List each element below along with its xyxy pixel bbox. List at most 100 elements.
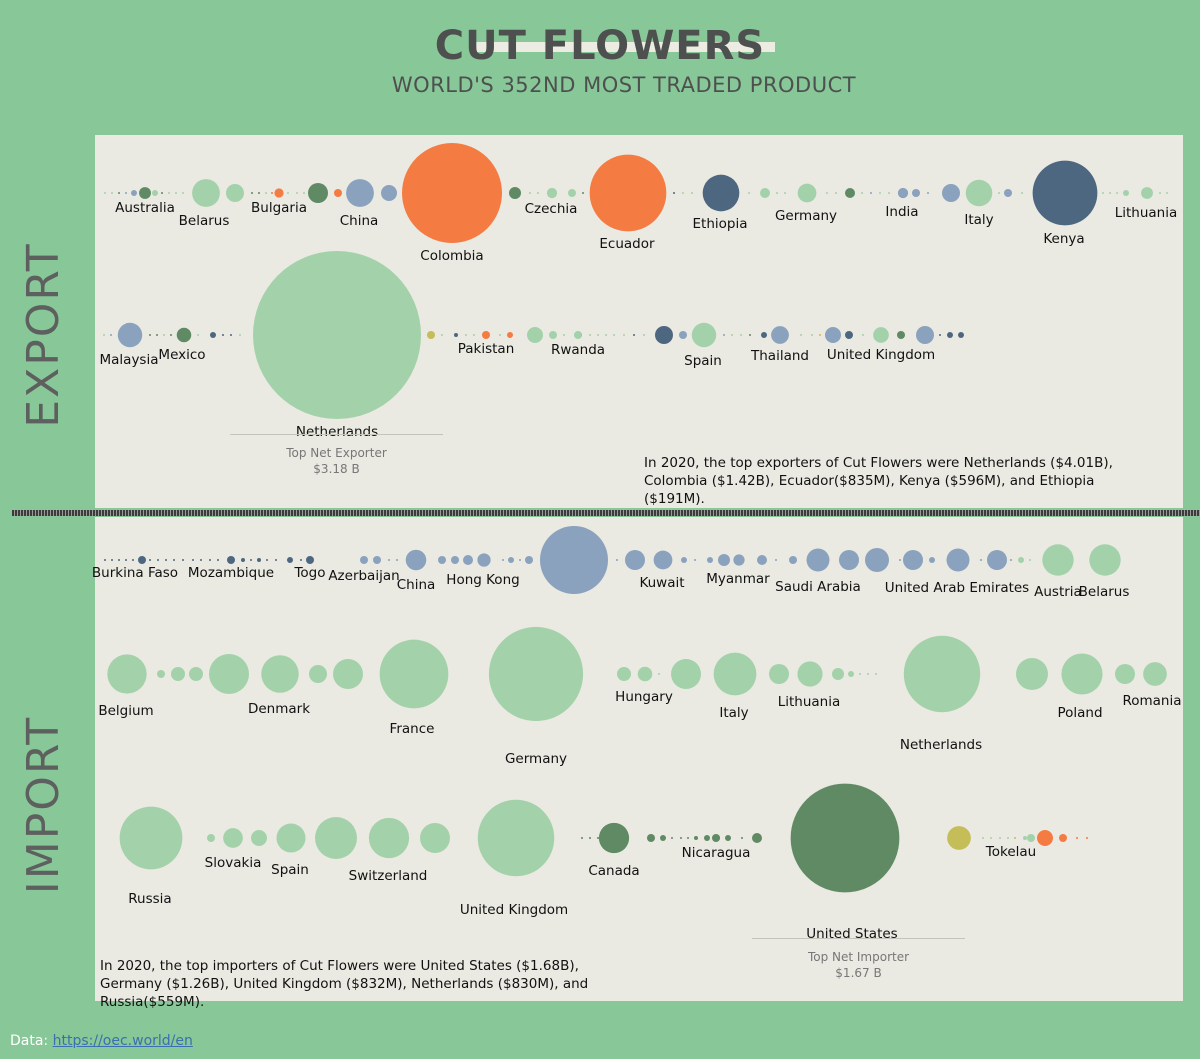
top-net-importer-value: $1.67 B	[835, 966, 882, 980]
import-bubble-belarus	[1089, 544, 1121, 576]
title-wrap: CUT FLOWERS	[0, 22, 1200, 70]
minor-country-dot	[463, 555, 473, 565]
minor-country-dot	[903, 550, 923, 570]
minor-country-dot	[568, 189, 576, 197]
minor-country-dot	[287, 192, 289, 194]
minor-country-dot	[308, 183, 328, 203]
minor-country-dot	[157, 670, 165, 678]
minor-country-dot	[704, 835, 710, 841]
export-label-netherlands: Netherlands	[296, 424, 378, 440]
export-label-spain: Spain	[684, 353, 722, 369]
import-bubble-poland	[1061, 653, 1103, 695]
minor-country-dot	[776, 192, 778, 194]
import-label-germany: Germany	[505, 751, 567, 767]
minor-country-dot	[682, 192, 684, 194]
minor-country-dot	[210, 332, 216, 338]
minor-country-dot	[420, 823, 450, 853]
minor-country-dot	[589, 334, 591, 336]
import-label-kuwait: Kuwait	[639, 575, 684, 591]
minor-country-dot	[655, 326, 673, 344]
minor-country-dot	[897, 331, 905, 339]
import-label-poland: Poland	[1057, 705, 1102, 721]
minor-country-dot	[582, 192, 584, 194]
minor-country-dot	[1059, 834, 1067, 842]
minor-country-dot	[673, 192, 675, 194]
minor-country-dot	[300, 559, 302, 561]
minor-country-dot	[1007, 837, 1009, 839]
minor-country-dot	[156, 334, 158, 336]
source-label: Data:	[10, 1033, 49, 1049]
import-bubble-china	[405, 549, 427, 571]
minor-country-dot	[633, 334, 635, 336]
minor-country-dot	[125, 559, 127, 561]
minor-country-dot	[454, 333, 458, 337]
minor-country-dot	[958, 332, 964, 338]
minor-country-dot	[149, 334, 151, 336]
minor-country-dot	[1109, 192, 1111, 194]
export-bubble-mexico	[176, 327, 192, 343]
minor-country-dot	[987, 550, 1007, 570]
minor-country-dot	[396, 559, 398, 561]
export-bubble-china	[346, 179, 374, 207]
minor-country-dot	[1004, 189, 1012, 197]
minor-country-dot	[451, 556, 459, 564]
minor-country-dot	[1166, 192, 1168, 194]
import-bubble-slovakia	[223, 828, 243, 848]
import-label-united-kingdom: United Kingdom	[460, 902, 568, 918]
import-panel	[95, 517, 1183, 1001]
minor-country-dot	[1014, 837, 1016, 839]
source-link[interactable]: https://oec.world/en	[52, 1033, 193, 1049]
minor-country-dot	[1018, 557, 1024, 563]
minor-country-dot	[867, 673, 869, 675]
import-bubble-italy	[713, 652, 757, 696]
minor-country-dot	[597, 837, 599, 839]
minor-country-dot	[170, 334, 172, 336]
minor-country-dot	[581, 837, 583, 839]
minor-country-dot	[171, 667, 185, 681]
import-bubble-russia	[119, 806, 183, 870]
minor-country-dot	[617, 667, 631, 681]
export-bubble-spain	[691, 322, 717, 348]
minor-country-dot	[589, 837, 591, 839]
top-net-importer-caption: Top Net Importer	[807, 950, 910, 964]
minor-country-dot	[152, 190, 158, 196]
minor-country-dot	[859, 673, 861, 675]
import-label-togo: Togo	[293, 565, 325, 581]
minor-country-dot	[899, 559, 901, 561]
minor-country-dot	[438, 556, 446, 564]
minor-country-dot	[271, 192, 273, 194]
minor-country-dot	[1086, 837, 1088, 839]
export-bubble-italy	[965, 179, 993, 207]
minor-country-dot	[104, 192, 106, 194]
minor-country-dot	[687, 837, 689, 839]
minor-country-dot	[616, 559, 618, 561]
minor-country-dot	[1029, 559, 1031, 561]
minor-country-dot	[465, 334, 467, 336]
import-bubble-saudi-arabia	[806, 548, 830, 572]
title-highlight-bar	[470, 42, 775, 52]
import-label-italy: Italy	[719, 705, 748, 721]
minor-country-dot	[1023, 836, 1027, 840]
minor-country-dot	[691, 192, 693, 194]
minor-country-dot	[540, 526, 608, 594]
minor-country-dot	[209, 559, 211, 561]
import-label-denmark: Denmark	[248, 701, 310, 717]
import-label-belgium: Belgium	[98, 703, 153, 719]
minor-country-dot	[333, 659, 363, 689]
export-label-malaysia: Malaysia	[100, 352, 159, 368]
import-label-saudi-arabia: Saudi Arabia	[775, 579, 861, 595]
import-bubble-kuwait	[653, 550, 673, 570]
minor-country-dot	[800, 334, 802, 336]
minor-country-dot	[643, 334, 645, 336]
minor-country-dot	[671, 837, 673, 839]
import-bubble-mozambique	[227, 556, 235, 564]
minor-country-dot	[239, 334, 241, 336]
import-bubble-united-kingdom	[477, 799, 555, 877]
import-bubble-burkina-faso	[138, 556, 146, 564]
minor-country-dot	[1123, 190, 1129, 196]
minor-country-dot	[784, 192, 786, 194]
minor-country-dot	[230, 334, 232, 336]
page-title: CUT FLOWERS	[434, 23, 766, 69]
top-net-importer-line	[752, 938, 965, 939]
minor-country-dot	[118, 192, 120, 194]
